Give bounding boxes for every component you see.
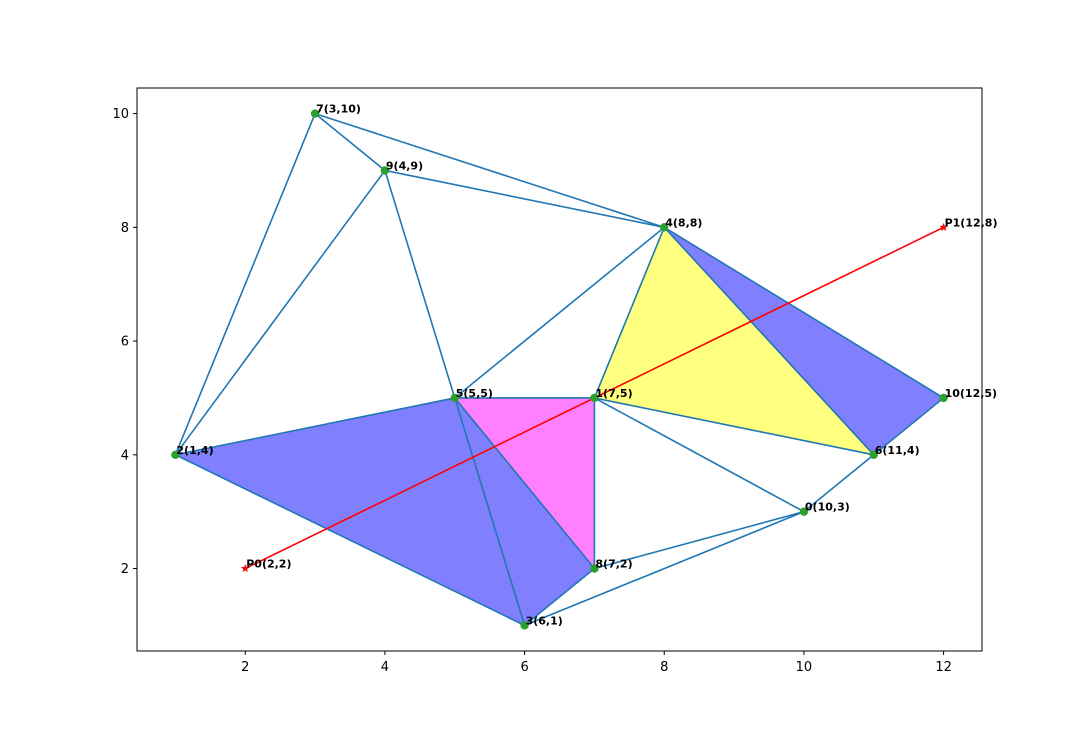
segment-start-marker [240, 564, 250, 573]
segment-end-marker [939, 222, 948, 231]
vertex-labels: 0(10,3) 1(7,5) 2(1,4) 3(6,1) 4(8,8) 5(5,5) 6(1… [176, 103, 997, 628]
segment-end-label: P1(12,8) [945, 216, 998, 229]
edge-8-0 [594, 510, 805, 570]
edge-3-0 [524, 510, 805, 627]
triangulation-edges [174, 112, 945, 627]
edge-5-2 [175, 397, 455, 456]
edge-7-9 [314, 112, 386, 172]
x-tick-label: 12 [935, 660, 952, 675]
x-tick-label: 4 [381, 660, 389, 675]
edge-4-6 [663, 226, 875, 456]
triangle-fills [175, 227, 944, 626]
y-tick-label: 2 [121, 562, 129, 577]
y-tick-label: 4 [121, 448, 129, 463]
vertex-label-3: 3(6,1) [526, 614, 563, 627]
vertex-point-1 [590, 393, 599, 403]
vertex-label-6: 6(11,4) [875, 444, 920, 457]
vertex-point-10 [939, 393, 948, 403]
axis-ticks: 2 4 6 8 10 12 2 4 6 8 10 [112, 107, 951, 675]
edge-6-0 [803, 454, 875, 513]
vertex-point-0 [799, 507, 809, 516]
y-tick-label: 6 [121, 335, 129, 350]
x-tick-label: 2 [241, 660, 249, 675]
edge-9-5 [384, 170, 456, 399]
y-tick-label: 10 [112, 107, 129, 122]
edge-5-3 [453, 397, 526, 626]
axes-frame [136, 87, 983, 652]
vertex-point-6 [869, 450, 878, 460]
vertex-label-7: 7(3,10) [316, 103, 361, 116]
vertex-point-8 [590, 564, 599, 573]
filled-triangle-2-5-3 [175, 397, 525, 626]
vertex-label-8: 8(7,2) [595, 558, 632, 571]
segment-start-label: P0(2,2) [246, 558, 291, 571]
vertex-point-3 [520, 621, 529, 630]
edge-5-8 [454, 397, 596, 570]
edge-1-0 [594, 397, 805, 513]
edge-4-1 [593, 227, 665, 399]
vertex-label-1: 1(7,5) [595, 387, 632, 400]
filled-triangle-5-3-8 [454, 397, 595, 626]
vertex-point-9 [380, 166, 390, 175]
edge-4-10 [663, 226, 945, 399]
x-tick-label: 10 [796, 660, 813, 675]
vertex-label-9: 9(4,9) [386, 159, 423, 172]
vertex-label-0: 0(10,3) [805, 501, 850, 514]
vertex-label-4: 4(8,8) [665, 216, 702, 229]
vertex-label-10: 10(12,5) [945, 387, 998, 400]
x-tick-label: 6 [520, 660, 528, 675]
edge-10-6 [873, 397, 945, 456]
vertex-label-5: 5(5,5) [456, 387, 493, 400]
vertex-point-7 [310, 109, 320, 118]
edge-7-4 [314, 112, 665, 229]
filled-triangle-4-6-10 [664, 227, 944, 455]
vertex-point-5 [450, 393, 459, 403]
edge-7-2 [174, 113, 316, 456]
filled-triangle-1-4-6 [594, 227, 874, 455]
edge-3-8 [524, 567, 595, 627]
y-tick-label: 8 [121, 221, 129, 236]
vertex-points [171, 109, 948, 630]
edge-4-5 [454, 226, 665, 399]
edge-2-3 [175, 454, 525, 627]
edge-9-4 [384, 169, 665, 229]
vertex-label-2: 2(1,4) [176, 444, 213, 457]
edge-1-6 [594, 397, 874, 456]
x-tick-label: 8 [660, 660, 668, 675]
edge-9-2 [174, 169, 386, 456]
vertex-point-2 [171, 450, 180, 460]
vertex-point-4 [660, 223, 669, 232]
